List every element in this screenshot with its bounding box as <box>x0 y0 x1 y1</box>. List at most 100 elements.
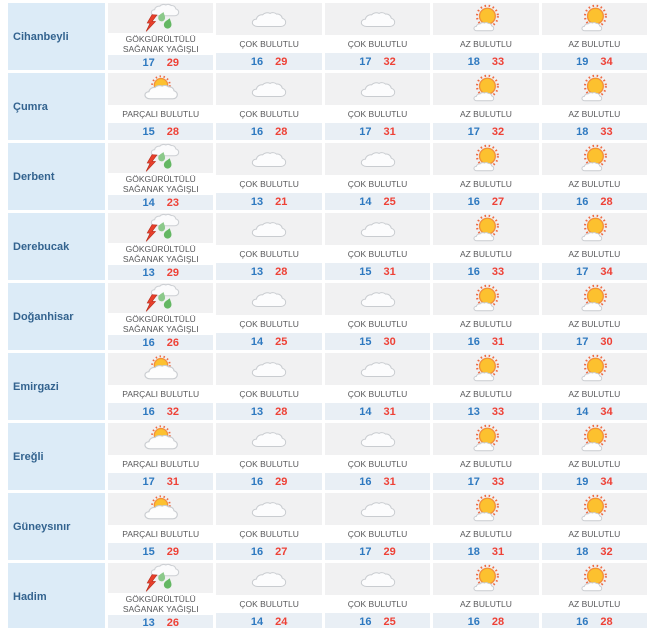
cloudy-icon <box>251 222 287 237</box>
condition-label: AZ BULUTLU <box>541 105 648 123</box>
forecast-cell: PARÇALI BULUTLU 17 31 <box>108 423 214 490</box>
min-temp: 13 <box>142 616 155 628</box>
forecast-cell: GÖKGÜRÜLTÜLÜ SAĞANAK YAĞIŞLI 16 26 <box>108 283 214 350</box>
condition-label: ÇOK BULUTLU <box>324 35 431 53</box>
max-temp: 31 <box>383 125 396 138</box>
temperature-strip: 14 34 <box>541 403 648 420</box>
city-name-link[interactable]: Derebucak <box>13 240 70 253</box>
forecast-cell: AZ BULUTLU 17 34 <box>541 213 648 280</box>
forecast-cell: AZ BULUTLU 17 33 <box>433 423 539 490</box>
forecast-cell: ÇOK BULUTLU 16 28 <box>216 73 322 140</box>
forecast-cell: ÇOK BULUTLU 14 31 <box>324 353 431 420</box>
city-cell: Hadim <box>8 563 105 628</box>
weather-icon-holder <box>108 353 214 385</box>
temperature-strip: 17 29 <box>108 55 214 70</box>
condition-label: ÇOK BULUTLU <box>216 35 322 53</box>
forecast-cell: ÇOK BULUTLU 14 25 <box>324 143 431 210</box>
min-temp: 13 <box>467 405 480 418</box>
temperature-strip: 16 27 <box>216 543 322 560</box>
sunny-few-clouds-icon <box>473 564 499 592</box>
temperature-strip: 16 32 <box>108 403 214 420</box>
table-row: Çumra PARÇALI BULUTLU 15 28 ÇOK BULUTLU … <box>8 73 648 140</box>
table-row: Cihanbeyli GÖKGÜRÜLTÜLÜ SAĞANAK YAĞIŞLI … <box>8 3 648 70</box>
city-name-link[interactable]: Emirgazi <box>13 380 59 393</box>
city-name-link[interactable]: Çumra <box>13 100 48 113</box>
temperature-strip: 13 33 <box>433 403 539 420</box>
city-name-link[interactable]: Güneysınır <box>13 520 71 533</box>
cloudy-icon <box>360 292 395 307</box>
min-temp: 14 <box>250 335 264 348</box>
condition-label: ÇOK BULUTLU <box>216 315 322 333</box>
city-name-link[interactable]: Derbent <box>13 170 55 183</box>
condition-label: AZ BULUTLU <box>541 455 648 473</box>
city-name-link[interactable]: Hadim <box>13 590 47 603</box>
temperature-strip: 16 25 <box>324 613 431 628</box>
weather-icon-holder <box>433 563 539 595</box>
condition-label: AZ BULUTLU <box>541 525 648 543</box>
table-row: Derbent GÖKGÜRÜLTÜLÜ SAĞANAK YAĞIŞLI 14 … <box>8 143 648 210</box>
cloudy-icon <box>251 362 287 377</box>
condition-label: AZ BULUTLU <box>541 315 648 333</box>
max-temp: 31 <box>166 475 179 488</box>
forecast-cell: PARÇALI BULUTLU 15 28 <box>108 73 214 140</box>
min-temp: 17 <box>576 265 589 278</box>
temperature-strip: 16 26 <box>108 335 214 350</box>
condition-label: GÖKGÜRÜLTÜLÜ SAĞANAK YAĞIŞLI <box>108 313 214 336</box>
temperature-strip: 16 28 <box>541 613 648 628</box>
min-temp: 16 <box>142 405 155 418</box>
condition-label: ÇOK BULUTLU <box>324 455 431 473</box>
condition-label: AZ BULUTLU <box>433 105 539 123</box>
temperature-strip: 17 31 <box>324 123 431 140</box>
row-days: PARÇALI BULUTLU 16 32 ÇOK BULUTLU 13 28 … <box>108 353 648 420</box>
temperature-strip: 16 28 <box>216 123 322 140</box>
temperature-strip: 16 33 <box>433 263 539 280</box>
min-temp: 17 <box>467 475 480 488</box>
city-name-link[interactable]: Ereğli <box>13 450 44 463</box>
max-temp: 31 <box>491 335 505 348</box>
weather-icon-holder <box>541 283 648 315</box>
row-days: GÖKGÜRÜLTÜLÜ SAĞANAK YAĞIŞLI 13 29 ÇOK B… <box>108 213 648 280</box>
forecast-cell: AZ BULUTLU 16 33 <box>433 213 539 280</box>
cloudy-icon <box>251 12 287 28</box>
cloudy-icon <box>360 12 395 28</box>
max-temp: 33 <box>491 475 505 488</box>
temperature-strip: 16 28 <box>433 613 539 628</box>
min-temp: 14 <box>576 405 589 418</box>
max-temp: 28 <box>491 615 505 628</box>
max-temp: 31 <box>383 475 396 488</box>
condition-label: AZ BULUTLU <box>541 385 648 403</box>
table-row: Güneysınır PARÇALI BULUTLU 15 29 ÇOK BUL… <box>8 493 648 560</box>
temperature-strip: 15 29 <box>108 543 214 560</box>
forecast-cell: AZ BULUTLU 18 33 <box>433 3 539 70</box>
city-name-link[interactable]: Cihanbeyli <box>13 30 69 43</box>
table-row: Derebucak GÖKGÜRÜLTÜLÜ SAĞANAK YAĞIŞLI 1… <box>8 213 648 280</box>
temperature-strip: 17 32 <box>324 53 431 70</box>
forecast-cell: GÖKGÜRÜLTÜLÜ SAĞANAK YAĞIŞLI 17 29 <box>108 3 214 70</box>
forecast-cell: ÇOK BULUTLU 13 21 <box>216 143 322 210</box>
condition-label: ÇOK BULUTLU <box>216 595 322 613</box>
weather-icon-holder <box>433 353 539 385</box>
forecast-cell: ÇOK BULUTLU 16 29 <box>216 423 322 490</box>
city-name-link[interactable]: Doğanhisar <box>13 310 74 323</box>
weather-icon-holder <box>541 423 648 455</box>
min-temp: 17 <box>142 475 155 488</box>
min-temp: 14 <box>250 615 264 628</box>
thunderstorm-icon <box>145 143 179 172</box>
max-temp: 29 <box>166 56 179 69</box>
weather-icon-holder <box>108 213 214 243</box>
city-cell: Çumra <box>8 73 105 140</box>
weather-icon-holder <box>108 143 214 173</box>
weather-icon-holder <box>216 3 322 35</box>
cloudy-icon <box>360 222 395 237</box>
condition-label: AZ BULUTLU <box>541 35 648 53</box>
min-temp: 19 <box>576 55 589 68</box>
min-temp: 16 <box>467 265 480 278</box>
partly-cloudy-icon <box>144 425 178 450</box>
condition-label: AZ BULUTLU <box>433 35 539 53</box>
condition-label: ÇOK BULUTLU <box>324 105 431 123</box>
temperature-strip: 17 32 <box>433 123 539 140</box>
forecast-cell: AZ BULUTLU 13 33 <box>433 353 539 420</box>
cloudy-icon <box>251 502 287 517</box>
weather-icon-holder <box>216 213 322 245</box>
